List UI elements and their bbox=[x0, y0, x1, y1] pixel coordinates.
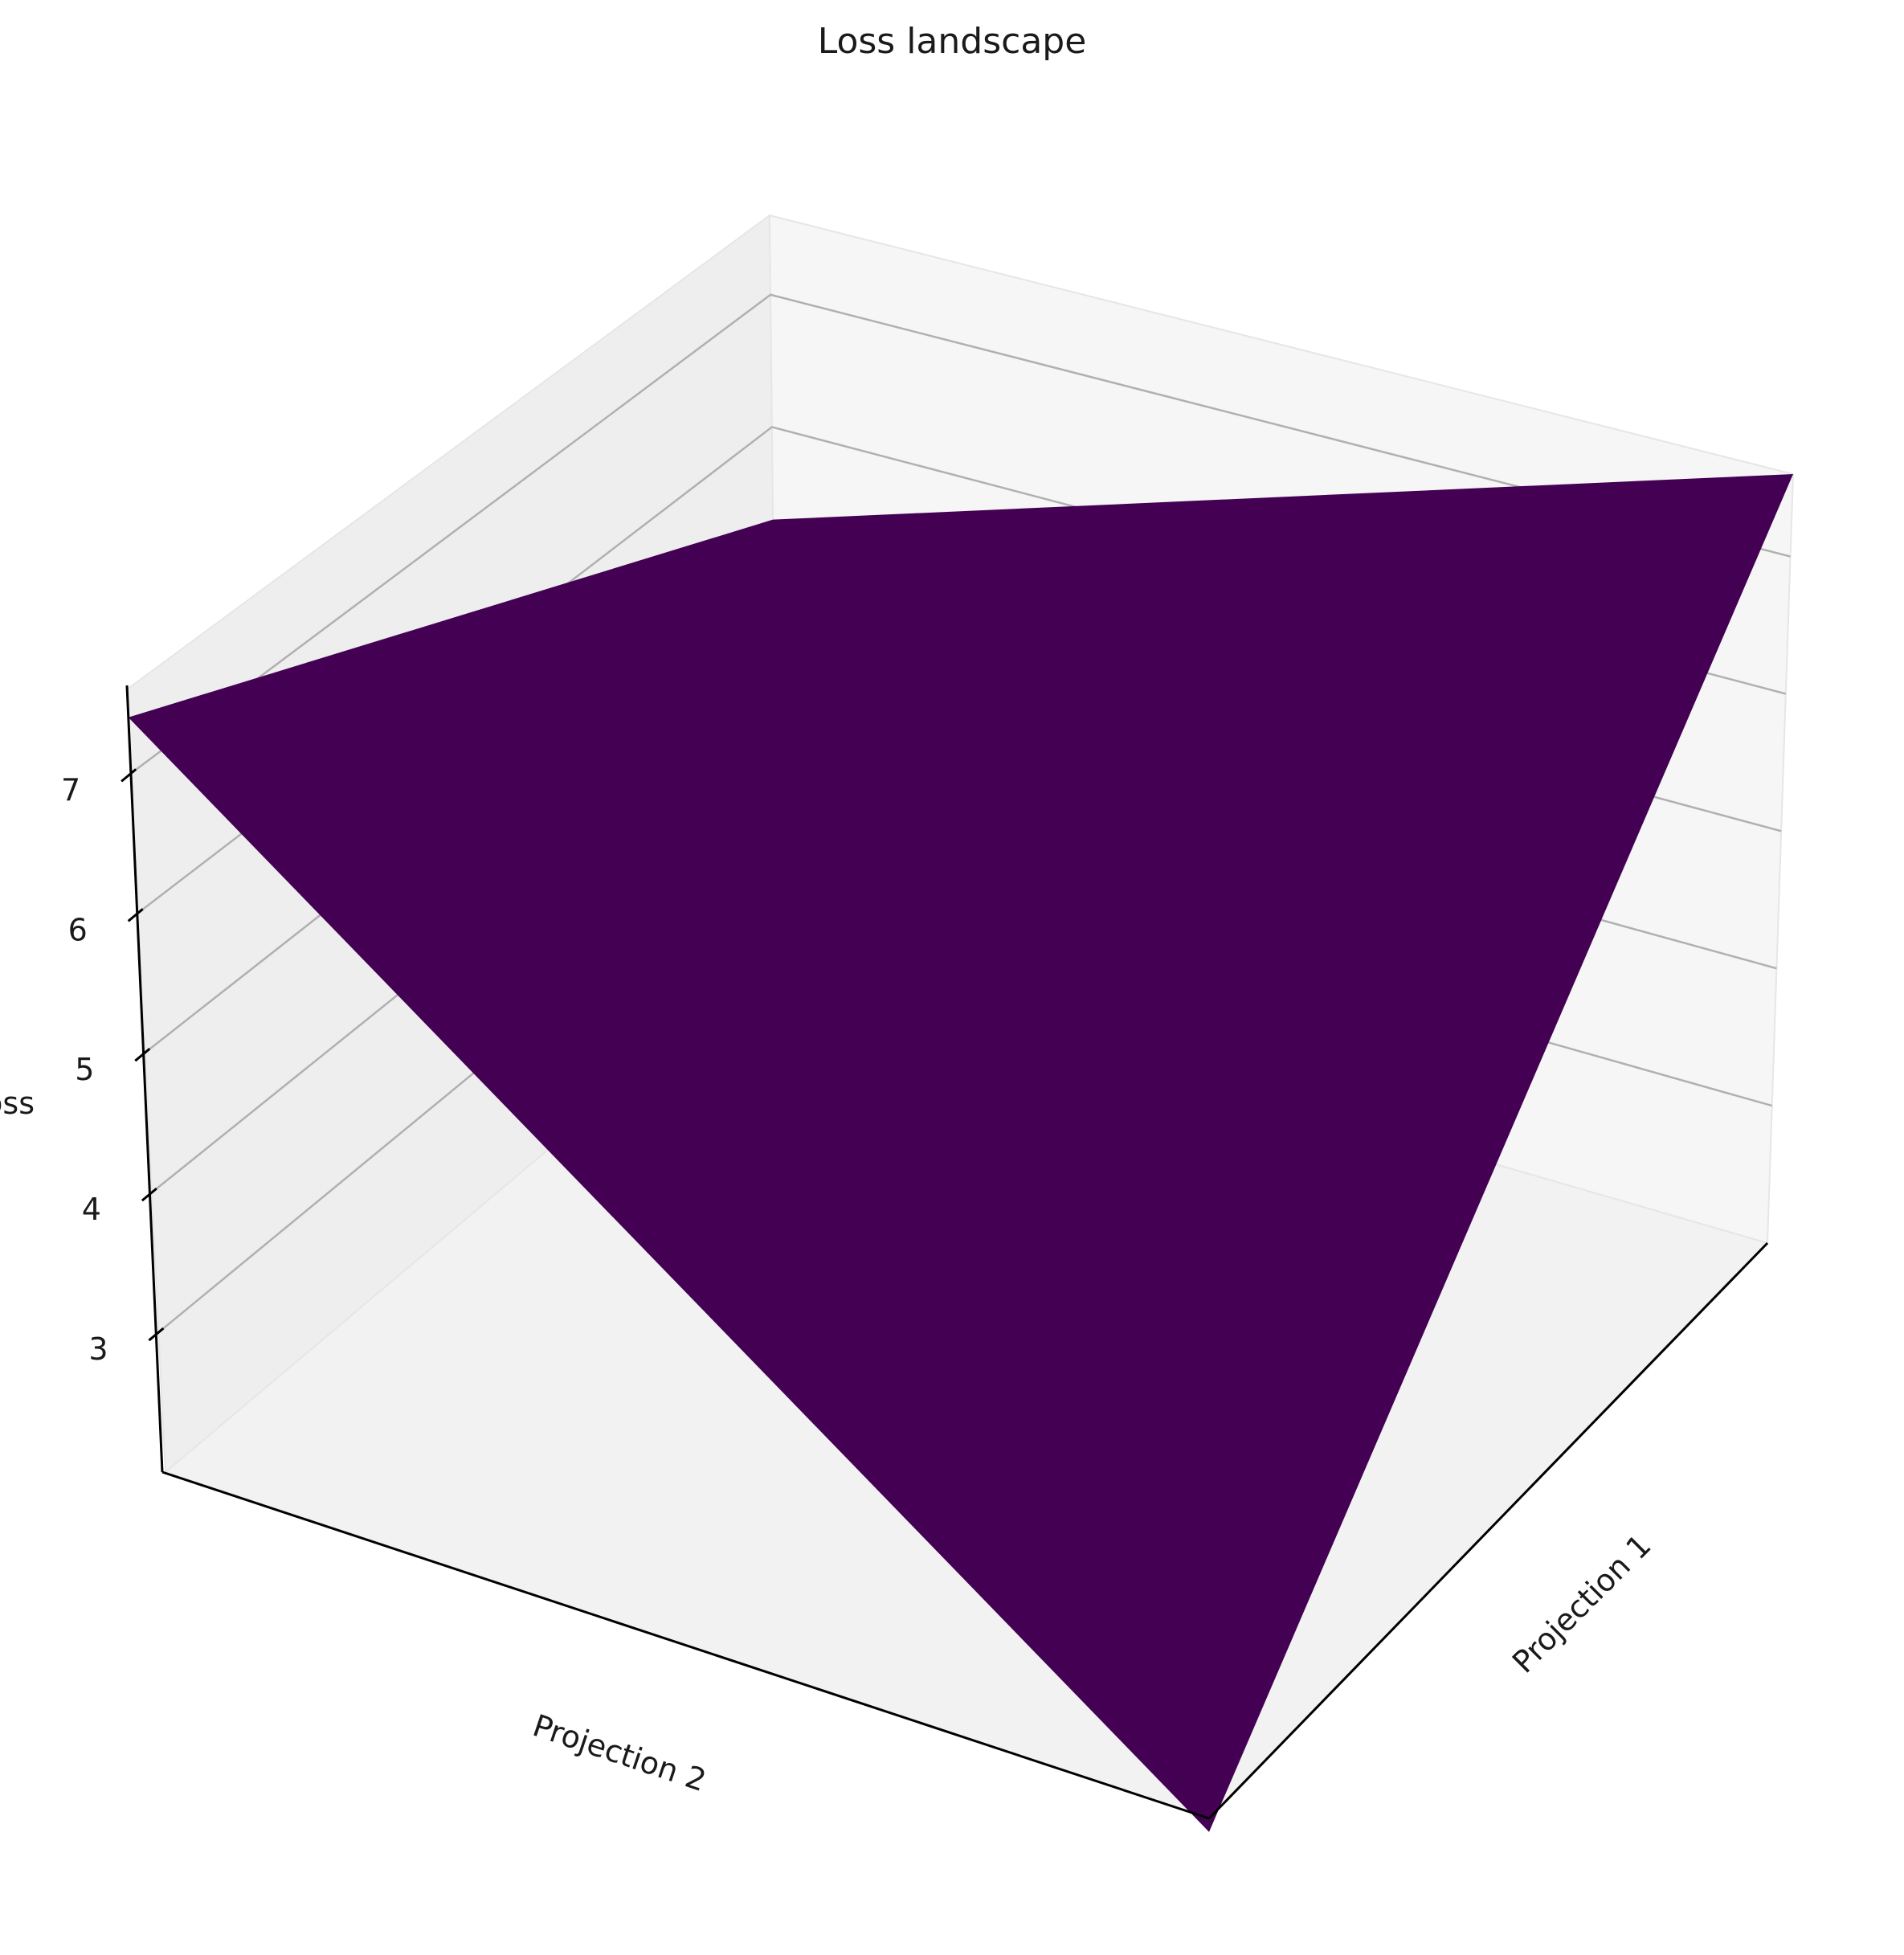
axis-lines bbox=[125, 685, 1769, 1820]
z-tick-label: 3 bbox=[88, 1331, 108, 1367]
z-tick-mark bbox=[121, 768, 137, 783]
loss-surface bbox=[128, 474, 1793, 1832]
y-axis-label: Projection 2 bbox=[529, 1708, 711, 1798]
x-axis-label: Projection 1 bbox=[1506, 1528, 1658, 1680]
z-axis-line bbox=[125, 685, 164, 1473]
z-tick-mark bbox=[148, 1327, 165, 1342]
y-axis-line bbox=[161, 1470, 1210, 1820]
z-tick-label: 6 bbox=[68, 912, 88, 947]
z-axis-label: Loss bbox=[0, 1086, 35, 1121]
chart-title: Loss landscape bbox=[818, 21, 1087, 62]
z-tick-label: 5 bbox=[75, 1052, 94, 1087]
x-axis-line bbox=[1207, 1241, 1769, 1820]
z-tick-mark bbox=[141, 1187, 157, 1202]
z-tick-label: 4 bbox=[82, 1192, 101, 1227]
z-tick-mark bbox=[134, 1048, 151, 1062]
z-gridline bbox=[130, 293, 1791, 775]
z-tick-label: 7 bbox=[61, 772, 80, 808]
z-tick-mark bbox=[127, 908, 144, 922]
z-ticks: 3 4 5 6 7 bbox=[61, 768, 165, 1367]
